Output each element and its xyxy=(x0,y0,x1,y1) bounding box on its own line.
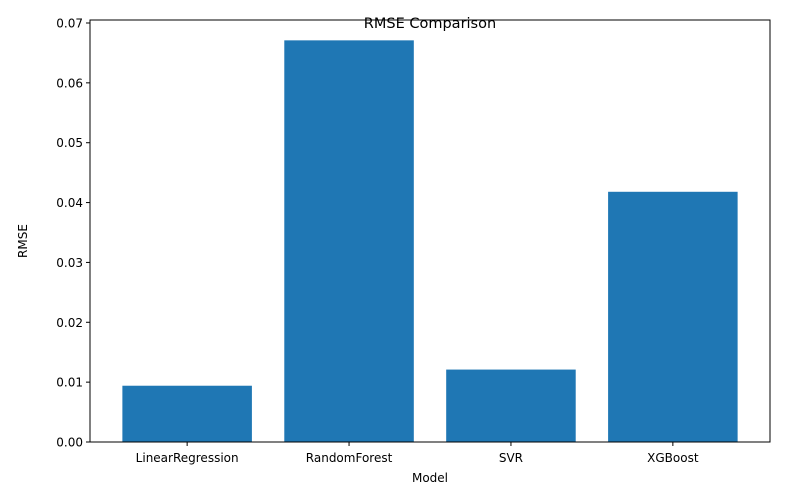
bar-randomforest xyxy=(284,40,414,442)
y-axis-label: RMSE xyxy=(16,224,30,258)
x-axis-label: Model xyxy=(412,471,448,485)
axes-frame xyxy=(89,19,771,443)
y-tick-label: 0.00 xyxy=(56,436,83,450)
bar-svr xyxy=(446,369,576,442)
y-tick-label: 0.04 xyxy=(56,196,83,210)
bar-xgboost xyxy=(608,191,738,442)
y-tick-label: 0.03 xyxy=(56,256,83,270)
y-tick-label: 0.02 xyxy=(56,316,83,330)
bar-linearregression xyxy=(122,385,252,442)
x-axis-ticks: LinearRegression RandomForest SVR XGBoost xyxy=(136,442,699,465)
y-tick-label: 0.06 xyxy=(56,76,83,90)
x-tick-label: LinearRegression xyxy=(136,451,239,465)
y-tick-label: 0.07 xyxy=(56,16,83,30)
y-tick-label: 0.05 xyxy=(56,136,83,150)
chart-title: RMSE Comparison xyxy=(364,16,496,32)
y-tick-label: 0.01 xyxy=(56,376,83,390)
y-axis-ticks: 0.00 0.01 0.02 0.03 0.04 0.05 0.06 0.07 xyxy=(56,16,90,450)
x-tick-label: SVR xyxy=(499,451,523,465)
bars-group xyxy=(122,40,738,442)
x-tick-label: RandomForest xyxy=(306,451,393,465)
x-tick-label: XGBoost xyxy=(647,451,699,465)
